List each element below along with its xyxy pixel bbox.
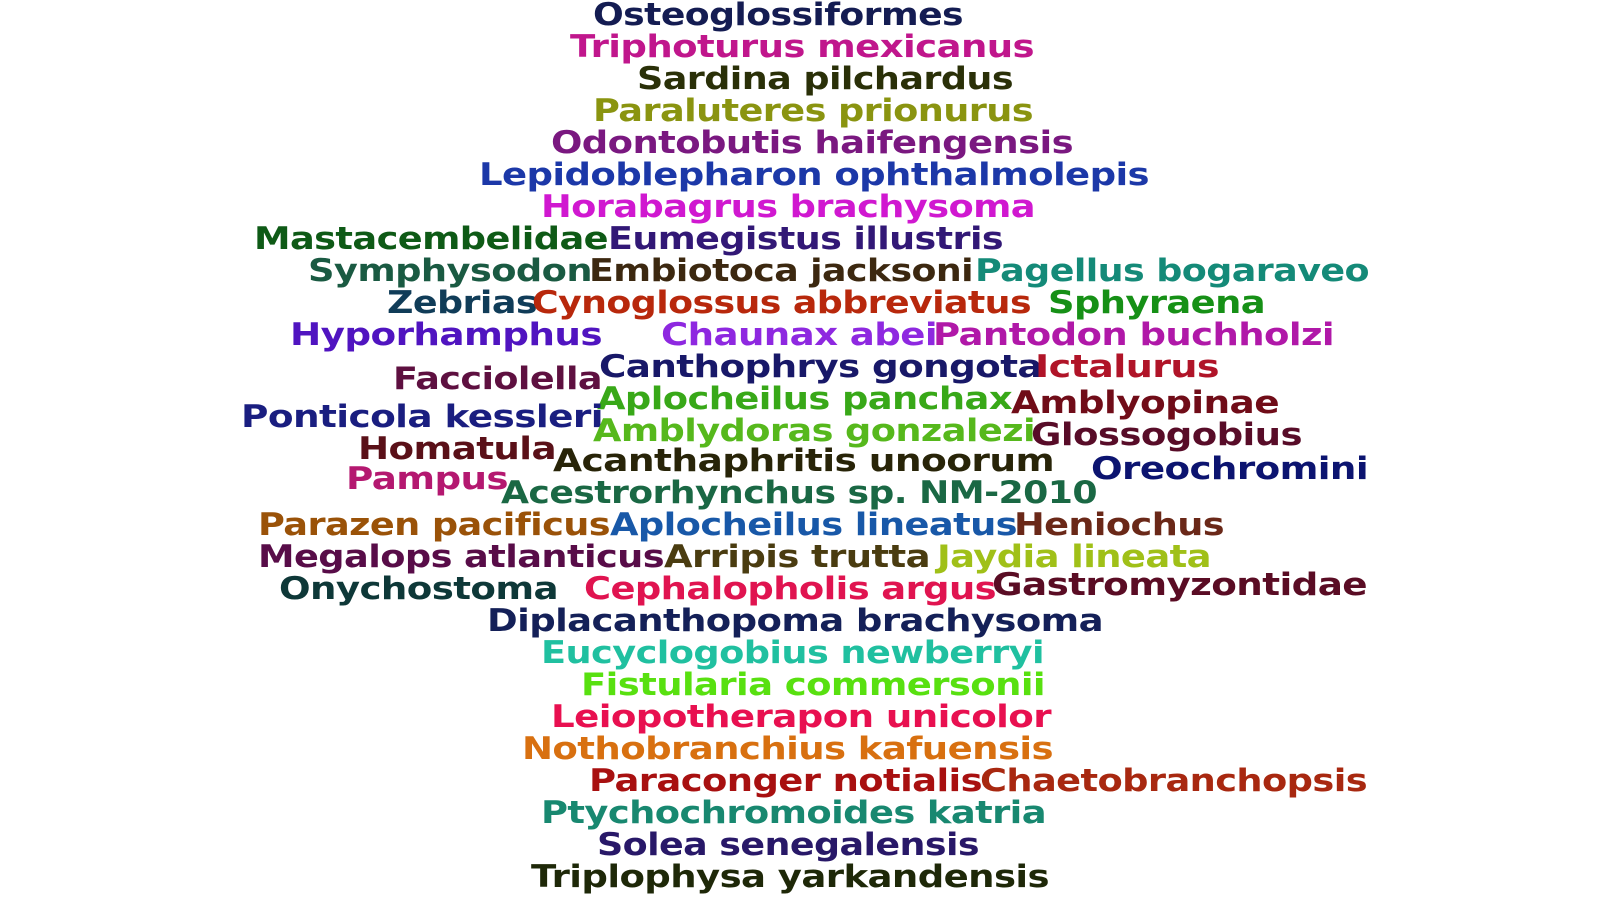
word-acanthaphritis-unoorum: Acanthaphritis unoorum <box>553 443 1055 479</box>
word-amblyopinae: Amblyopinae <box>1011 385 1280 421</box>
word-facciolella: Facciolella <box>393 361 603 397</box>
word-solea-senegalensis: Solea senegalensis <box>597 827 980 863</box>
word-hyporhamphus: Hyporhamphus <box>290 317 603 353</box>
word-embiotoca-jacksoni: Embiotoca jacksoni <box>589 253 974 289</box>
word-amblydoras-gonzalezi: Amblydoras gonzalezi <box>593 413 1036 449</box>
word-mastacembelidae: Mastacembelidae <box>254 221 609 257</box>
word-zebrias: Zebrias <box>387 285 538 321</box>
word-pampus: Pampus <box>346 461 509 497</box>
word-glossogobius: Glossogobius <box>1031 417 1303 453</box>
word-canthophrys-gongota: Canthophrys gongota <box>599 349 1043 385</box>
word-onychostoma: Onychostoma <box>279 571 559 607</box>
word-gastromyzontidae: Gastromyzontidae <box>992 567 1368 603</box>
word-homatula: Homatula <box>358 431 557 467</box>
word-symphysodon: Symphysodon <box>308 253 593 289</box>
word-paraconger-notialis: Paraconger notialis <box>589 763 983 799</box>
word-ponticola-kessleri: Ponticola kessleri <box>241 399 604 435</box>
word-diplacanthopoma-brachysoma: Diplacanthopoma brachysoma <box>487 603 1104 639</box>
word-nothobranchius-kafuensis: Nothobranchius kafuensis <box>522 731 1054 767</box>
word-aplocheilus-lineatus: Aplocheilus lineatus <box>610 507 1018 543</box>
word-pagellus-bogaraveo: Pagellus bogaraveo <box>975 253 1370 289</box>
word-parazen-pacificus: Parazen pacificus <box>258 507 611 543</box>
word-eucyclogobius-newberryi: Eucyclogobius newberryi <box>541 635 1045 671</box>
word-triphoturus-mexicanus: Triphoturus mexicanus <box>570 29 1035 65</box>
word-jaydia-lineata: Jaydia lineata <box>937 539 1212 575</box>
word-osteoglossiformes: Osteoglossiformes <box>593 0 964 33</box>
word-arripis-trutta: Arripis trutta <box>664 539 931 575</box>
word-eumegistus-illustris: Eumegistus illustris <box>608 221 1004 257</box>
word-ictalurus: Ictalurus <box>1035 349 1220 385</box>
word-megalops-atlanticus: Megalops atlanticus <box>258 539 665 575</box>
word-pantodon-buchholzi: Pantodon buchholzi <box>933 317 1335 353</box>
word-triplophysa-yarkandensis: Triplophysa yarkandensis <box>531 859 1050 895</box>
word-odontobutis-haifengensis: Odontobutis haifengensis <box>551 125 1074 161</box>
word-sphyraena: Sphyraena <box>1048 285 1266 321</box>
word-oreochromini: Oreochromini <box>1091 451 1369 487</box>
word-leiopotherapon-unicolor: Leiopotherapon unicolor <box>551 699 1052 735</box>
word-lepidoblepharon-ophthalmolepis: Lepidoblepharon ophthalmolepis <box>479 157 1150 193</box>
word-cynoglossus-abbreviatus: Cynoglossus abbreviatus <box>532 285 1032 321</box>
word-sardina-pilchardus: Sardina pilchardus <box>637 61 1014 97</box>
word-fistularia-commersonii: Fistularia commersonii <box>581 667 1046 703</box>
word-paraluteres-prionurus: Paraluteres prionurus <box>593 93 1034 129</box>
word-ptychochromoides-katria: Ptychochromoides katria <box>541 795 1047 831</box>
word-chaunax-abei: Chaunax abei <box>661 317 938 353</box>
word-cephalopholis-argus: Cephalopholis argus <box>584 571 997 607</box>
word-heniochus: Heniochus <box>1014 507 1225 543</box>
word-horabagrus-brachysoma: Horabagrus brachysoma <box>541 189 1036 225</box>
word-aplocheilus-panchax: Aplocheilus panchax <box>597 381 1013 417</box>
word-chaetobranchopsis: Chaetobranchopsis <box>980 763 1368 799</box>
word-acestrorhynchus-sp-nm-2010: Acestrorhynchus sp. NM-2010 <box>501 475 1098 511</box>
